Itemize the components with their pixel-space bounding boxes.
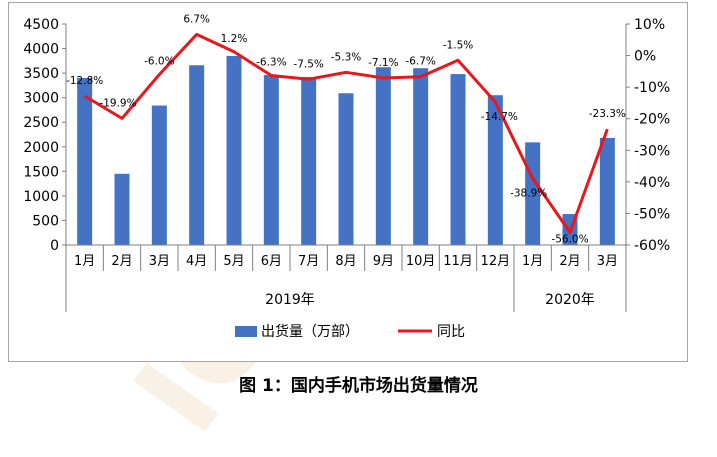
x-tick-label: 8月 [335,254,356,269]
legend-bar-swatch [235,326,257,337]
yoy-data-label: 1.2% [221,33,248,45]
x-tick-label: 1月 [74,254,95,269]
yoy-data-label: -23.3% [589,108,626,120]
bar-8 [338,93,354,245]
x-tick-label: 7月 [298,254,319,269]
yoy-data-label: -5.3% [331,51,361,63]
x-tick-label: 12月 [481,254,511,269]
y-left-tick-label: 1000 [23,189,59,205]
y-right-tick-label: -50% [634,206,670,222]
y-left-tick-label: 500 [32,213,59,229]
y-left-tick-label: 3500 [23,66,59,82]
x-tick-label: 3月 [597,254,618,269]
x-tick-label: 4月 [186,254,207,269]
x-tick-label: 3月 [149,254,170,269]
legend-bar-label: 出货量（万部） [261,323,359,340]
yoy-line [83,32,609,234]
year-group-label: 2019年 [265,292,315,308]
y-right-tick-label: 0% [634,49,656,65]
y-left-tick-label: 0 [50,238,59,254]
bar-11 [450,74,466,246]
y-right-tick-label: -60% [634,238,670,254]
yoy-data-label: -19.9% [99,97,136,109]
y-right-tick-label: 10% [634,17,665,33]
y-right-tick-label: -20% [634,112,670,128]
y-right-tick-label: -30% [634,143,670,159]
y-right-tick-label: -40% [634,175,670,191]
bar-10 [413,68,429,245]
y-left-tick-label: 2000 [23,140,59,156]
x-tick-label: 2月 [559,254,580,269]
bar-5 [226,55,242,245]
y-left-tick-label: 4500 [23,17,59,33]
x-tick-label: 11月 [443,254,473,269]
year-group-label: 2020年 [545,292,595,308]
yoy-data-label: -6.0% [144,56,174,68]
yoy-data-label: 6.7% [183,13,210,25]
y-left-tick-label: 4000 [23,42,59,58]
bar-9 [375,67,391,246]
bar-6 [263,75,279,245]
yoy-data-label: -6.3% [256,56,286,68]
x-tick-label: 9月 [373,254,394,269]
yoy-data-label: -7.1% [368,57,398,69]
chart-figure: ICT 中国 050010001500200025003000350040004… [8,2,688,457]
yoy-data-label: -56.0% [551,233,588,245]
yoy-data-label: -38.9% [510,187,547,199]
yoy-data-label: -7.5% [293,58,323,70]
bar-2 [114,173,130,245]
x-tick-label: 6月 [261,254,282,269]
y-left-tick-label: 3000 [23,91,59,107]
y-left-tick-label: 1500 [23,164,59,180]
yoy-data-label: -1.5% [443,39,473,51]
bar-12 [487,95,503,245]
y-left-tick-label: 2500 [23,115,59,131]
x-tick-label: 2月 [111,254,132,269]
bar-1 [77,78,93,246]
figure-caption: 图 1：国内手机市场出货量情况 [239,376,478,396]
x-tick-label: 5月 [223,254,244,269]
bar-7 [301,77,317,245]
x-tick-label: 10月 [406,254,436,269]
bar-3 [151,105,167,245]
bar-4 [189,65,205,246]
legend-line-label: 同比 [437,324,465,340]
yoy-data-label: -6.7% [405,56,435,68]
bar-15 [599,137,615,245]
y-right-tick-label: -10% [634,80,670,96]
yoy-data-label: -14.7% [481,111,518,123]
x-tick-label: 1月 [522,254,543,269]
combo-chart: 0 500 1000 1500 2000 2500 3000 3500 4000 4500 10% 0… [23,13,670,340]
yoy-data-label: -12.8% [66,75,103,87]
